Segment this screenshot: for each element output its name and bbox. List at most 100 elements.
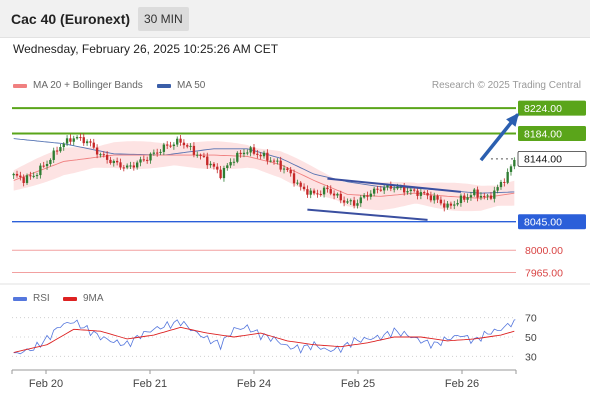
candle-body xyxy=(379,189,382,191)
candle-body xyxy=(129,165,132,167)
candle-body xyxy=(226,165,229,168)
candle-body xyxy=(209,163,212,166)
candle-body xyxy=(182,142,186,146)
candle-body xyxy=(486,195,489,197)
candle-body xyxy=(389,184,393,189)
research-credit: Research © 2025 Trading Central xyxy=(431,80,581,91)
candle-body xyxy=(473,189,476,196)
candle-body xyxy=(115,160,119,163)
candle-body xyxy=(262,152,266,157)
candle-body xyxy=(376,188,379,190)
candle-body xyxy=(309,190,312,195)
candle-body xyxy=(192,145,196,155)
candle-body xyxy=(95,147,99,155)
candle-body xyxy=(446,203,449,208)
level-label-8045-00: 8045.00 xyxy=(524,217,562,229)
candle-body xyxy=(279,160,282,170)
candle-body xyxy=(172,144,176,147)
candle-body xyxy=(469,195,473,198)
candle-body xyxy=(242,152,246,155)
candle-body xyxy=(453,204,456,206)
candle-body xyxy=(296,182,299,184)
candle-body xyxy=(249,147,252,153)
candle-body xyxy=(479,195,483,198)
candle-body xyxy=(329,189,332,194)
time-tick-label: Feb 25 xyxy=(341,378,375,390)
level-label-8184-00: 8184.00 xyxy=(524,128,562,140)
channel-line xyxy=(327,177,462,193)
candle-body xyxy=(362,195,366,198)
candle-body xyxy=(166,144,169,146)
candle-body xyxy=(269,160,272,162)
candle-body xyxy=(119,162,122,168)
candle-body xyxy=(246,152,249,154)
candle-body xyxy=(406,191,409,193)
ma9-swatch xyxy=(63,296,77,301)
candle-body xyxy=(489,195,493,199)
candle-body xyxy=(386,184,389,188)
candle-body xyxy=(393,188,396,190)
candle-body xyxy=(196,154,199,156)
candle-body xyxy=(146,159,149,161)
candle-body xyxy=(122,167,125,169)
candle-body xyxy=(506,171,509,183)
candle-body xyxy=(456,203,459,205)
candle-body xyxy=(256,153,259,155)
candle-body xyxy=(439,199,443,204)
level-label-8144-00: 8144.00 xyxy=(524,154,562,166)
level-label-8224-00: 8224.00 xyxy=(524,103,562,115)
candle-body xyxy=(396,186,399,189)
candle-body xyxy=(105,154,109,160)
level-label-7965-00: 7965.00 xyxy=(525,267,563,279)
candle-body xyxy=(289,169,292,174)
candle-body xyxy=(319,193,322,195)
bollinger-band xyxy=(13,141,515,212)
candle-body xyxy=(503,181,506,183)
candle-body xyxy=(69,138,72,142)
candle-body xyxy=(483,195,486,197)
candle-body xyxy=(382,187,386,191)
candle-body xyxy=(156,152,159,154)
candle-body xyxy=(176,138,179,145)
candle-body xyxy=(342,200,346,203)
timeframe-badge[interactable]: 30 MIN xyxy=(138,7,189,31)
candle-body xyxy=(229,162,232,166)
candle-body xyxy=(352,200,356,206)
rsi-tick-label: 70 xyxy=(525,313,537,325)
candle-body xyxy=(252,147,256,154)
candle-body xyxy=(152,152,156,154)
channel-line xyxy=(307,208,428,221)
candle-body xyxy=(239,152,242,155)
candle-body xyxy=(15,173,19,176)
candle-body xyxy=(493,190,496,199)
candle-body xyxy=(75,137,79,139)
candle-body xyxy=(459,195,463,204)
candle-body xyxy=(72,138,75,142)
candle-body xyxy=(282,168,286,170)
candle-body xyxy=(39,165,42,176)
candle-body xyxy=(476,189,479,198)
candle-body xyxy=(332,193,336,196)
candle-body xyxy=(112,160,115,164)
candle-body xyxy=(299,182,302,187)
candle-body xyxy=(219,169,222,179)
candle-body xyxy=(302,186,306,190)
candle-body xyxy=(169,145,172,147)
rsi-tick-label: 30 xyxy=(525,351,537,363)
level-box-8144-00 xyxy=(517,151,587,167)
candle-body xyxy=(139,159,142,163)
candle-body xyxy=(436,195,439,200)
ma20-swatch xyxy=(13,83,27,88)
time-tick-label: Feb 26 xyxy=(445,378,479,390)
candle-body xyxy=(372,188,376,194)
ma20-label: MA 20 + Bollinger Bands xyxy=(33,80,143,91)
candle-body xyxy=(326,187,329,190)
candle-body xyxy=(413,189,416,191)
ma9-label: 9MA xyxy=(83,293,104,304)
candle-body xyxy=(423,192,426,194)
chart-header: Cac 40 (Euronext) 30 MIN xyxy=(0,0,590,38)
candle-body xyxy=(92,142,95,148)
candle-body xyxy=(85,141,89,144)
candle-body xyxy=(45,163,49,167)
